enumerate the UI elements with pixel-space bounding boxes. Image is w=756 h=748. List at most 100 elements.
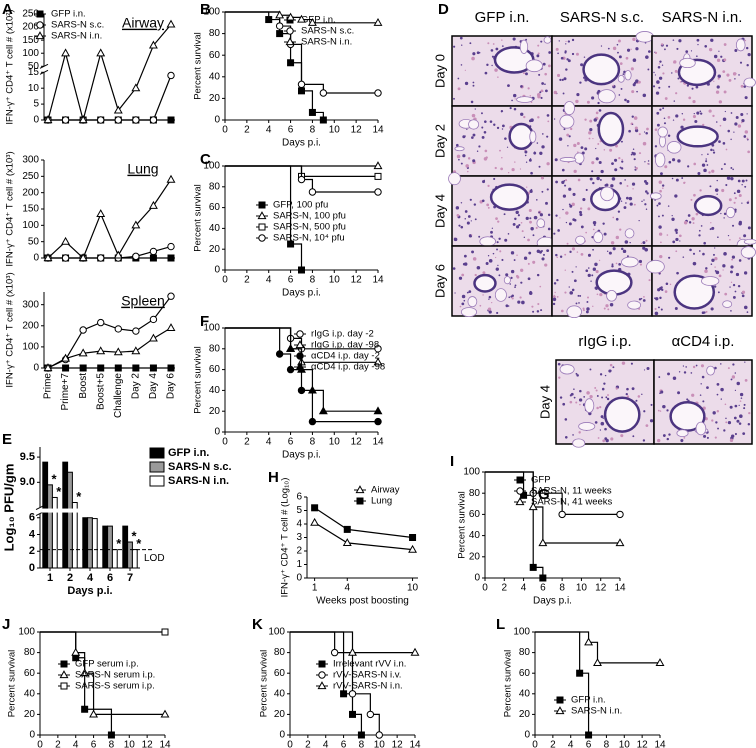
bar — [102, 525, 109, 569]
tissue-texture — [562, 194, 567, 198]
tissue-texture — [530, 188, 533, 191]
data-point — [373, 357, 383, 366]
data-point — [167, 364, 175, 372]
tissue-texture — [536, 273, 540, 277]
tissue-texture — [733, 192, 736, 195]
tissue-texture — [737, 284, 741, 288]
tissue-texture — [724, 292, 728, 296]
legend-label: rVV-SARS-N i.v. — [333, 670, 401, 681]
legend-marker — [258, 201, 266, 209]
tissue-texture — [529, 217, 532, 220]
tissue-texture — [483, 157, 488, 161]
tissue-texture — [511, 297, 514, 300]
tissue-texture — [624, 179, 626, 181]
panel-letter: I — [450, 453, 454, 470]
alveolar-space — [494, 288, 507, 302]
x-tick-label: 10 — [407, 583, 419, 594]
tissue-texture — [642, 246, 646, 250]
tissue-texture — [714, 266, 716, 268]
tissue-texture — [589, 177, 593, 181]
tissue-texture — [712, 149, 715, 151]
tissue-texture — [545, 89, 548, 93]
alveolar-space — [516, 96, 534, 103]
tissue-texture — [580, 252, 584, 256]
tissue-texture — [675, 114, 679, 118]
tissue-texture — [591, 274, 594, 277]
tissue-texture — [618, 262, 621, 266]
x-tick-label: 12 — [351, 125, 363, 136]
tissue-texture — [734, 404, 738, 408]
data-point — [166, 174, 176, 183]
y-axis-label: Percent survival — [259, 650, 270, 718]
tissue-texture — [501, 258, 504, 261]
tissue-texture — [672, 39, 675, 41]
tissue-texture — [570, 127, 573, 131]
tissue-texture — [514, 161, 516, 163]
y-tick-label: 80 — [209, 343, 221, 354]
tissue-texture — [595, 147, 597, 150]
tissue-texture — [595, 111, 599, 115]
airway-lumen — [693, 195, 723, 217]
tissue-texture — [734, 290, 737, 293]
y-tick-label: 40 — [274, 688, 286, 699]
tissue-texture — [716, 179, 718, 182]
tissue-texture — [633, 203, 636, 206]
data-point — [167, 116, 175, 124]
tissue-texture — [546, 114, 550, 117]
tissue-texture — [561, 168, 565, 172]
tissue-texture — [714, 436, 717, 439]
tissue-texture — [464, 262, 468, 266]
tissue-texture — [695, 212, 699, 216]
tissue-texture — [672, 240, 676, 244]
tissue-texture — [612, 366, 615, 369]
tissue-texture — [604, 374, 607, 377]
x-tick-label: 1 — [47, 572, 53, 584]
tissue-texture — [664, 48, 666, 51]
tissue-texture — [474, 108, 476, 110]
tissue-texture — [643, 295, 645, 298]
tissue-texture — [674, 228, 678, 232]
row-label: Day 0 — [432, 54, 447, 88]
tissue-texture — [675, 178, 679, 182]
data-point — [275, 22, 284, 30]
tissue-texture — [540, 40, 543, 43]
data-point — [287, 240, 295, 248]
legend-label: Irrelevant rVV i.n. — [333, 659, 406, 670]
tissue-texture — [589, 119, 593, 123]
tissue-texture — [579, 403, 581, 406]
tissue-texture — [646, 366, 650, 371]
tissue-texture — [706, 386, 709, 389]
tissue-texture — [566, 242, 569, 245]
tissue-texture — [569, 291, 574, 295]
tissue-texture — [567, 59, 571, 63]
alveolar-space — [597, 89, 616, 104]
tissue-texture — [665, 282, 669, 286]
tissue-texture — [576, 52, 579, 56]
tissue-texture — [546, 249, 550, 253]
tissue-texture — [654, 51, 658, 55]
tissue-texture — [645, 55, 649, 59]
tissue-texture — [615, 235, 620, 240]
chart-title: Spleen — [121, 293, 165, 309]
tissue-texture — [647, 50, 651, 53]
tissue-texture — [611, 263, 614, 266]
tissue-texture — [740, 84, 744, 88]
data-point — [131, 220, 141, 229]
tissue-texture — [571, 38, 575, 42]
data-point — [61, 353, 71, 362]
tissue-texture — [601, 387, 605, 391]
data-point — [148, 333, 158, 342]
tissue-texture — [596, 406, 599, 410]
data-point — [61, 236, 71, 245]
tissue-texture — [563, 77, 567, 81]
tissue-texture — [636, 90, 638, 93]
tissue-texture — [688, 221, 692, 224]
tissue-texture — [537, 116, 540, 119]
data-point — [149, 254, 157, 262]
tissue-texture — [734, 122, 738, 126]
bar — [91, 518, 98, 569]
axis-break-band — [41, 508, 141, 513]
data-point — [297, 14, 306, 23]
tissue-texture — [508, 296, 511, 299]
tissue-texture — [620, 140, 623, 143]
